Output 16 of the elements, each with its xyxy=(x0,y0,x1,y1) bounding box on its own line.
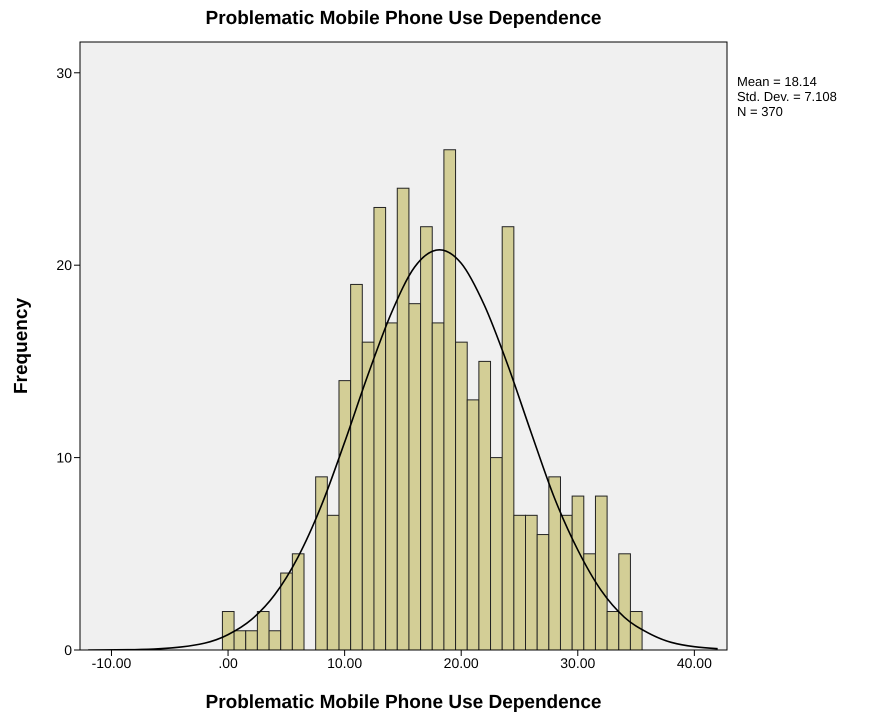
text: Std. Dev. = 7.108 xyxy=(737,89,837,104)
x-tick-label: .00 xyxy=(218,654,238,671)
chart-title: Problematic Mobile Phone Use Dependence xyxy=(204,8,602,30)
y-tick-label: 20 xyxy=(56,257,72,274)
x-tick-label: -10.00 xyxy=(92,654,132,671)
x-tick-label: 40.00 xyxy=(676,654,712,671)
x-tick-label: 20.00 xyxy=(444,654,479,671)
text: N = 370 xyxy=(737,104,784,119)
y-tick-label: 10 xyxy=(56,450,72,466)
y-axis-title: Frequency xyxy=(11,298,33,394)
x-tick-label: 10.00 xyxy=(327,654,362,671)
y-tick-label: 0 xyxy=(64,642,72,658)
x-axis-title: Problematic Mobile Phone Use Dependence xyxy=(204,692,602,714)
text: Mean = 18.14 xyxy=(737,74,818,89)
y-tick-label: 30 xyxy=(56,64,72,81)
x-tick-label: 30.00 xyxy=(560,654,596,671)
